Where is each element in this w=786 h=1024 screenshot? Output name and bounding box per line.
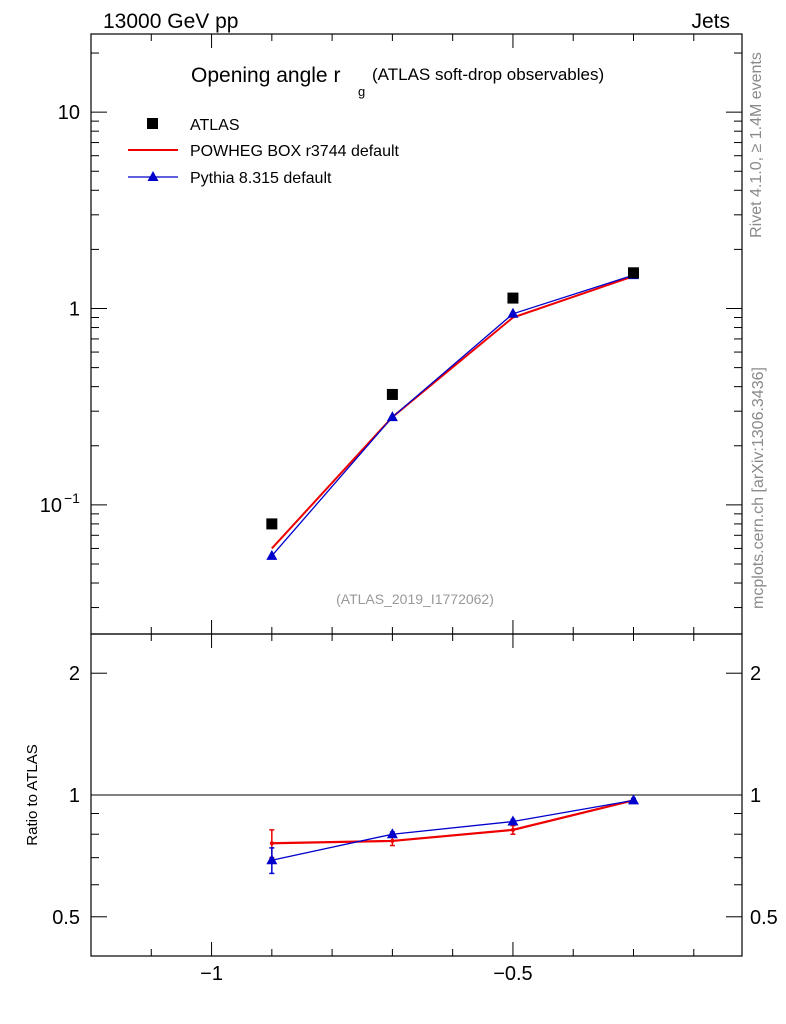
- y-tick-exponent: −1: [64, 490, 80, 506]
- powheg-ratio-point: [269, 841, 274, 846]
- y-tick-label: 10: [58, 102, 80, 124]
- process-label: Jets: [691, 10, 730, 33]
- legend: ATLAS POWHEG BOX r3744 default Pythia 8.…: [128, 117, 400, 187]
- ratio-ylabel: Ratio to ATLAS: [24, 744, 41, 845]
- chart-title-subscript: g: [358, 84, 365, 99]
- powheg-ratio-point: [510, 827, 515, 832]
- main-panel-frame: [90, 33, 743, 635]
- ratio-y-tick-label-right: 0.5: [750, 907, 778, 929]
- powheg-line: [271, 275, 634, 550]
- energy-label: 13000 GeV pp: [103, 10, 238, 33]
- chart-subtitle: (ATLAS soft-drop observables): [372, 65, 604, 84]
- ratio-y-tick-label-left: 1: [69, 785, 80, 807]
- pythia-ratio-marker: [386, 828, 398, 839]
- pythia-ratio-marker: [266, 854, 278, 865]
- pythia-line: [271, 274, 634, 557]
- analysis-watermark: (ATLAS_2019_I1772062): [336, 591, 494, 607]
- pythia-marker: [507, 307, 519, 318]
- chart-title-main: Opening angle r: [191, 64, 340, 87]
- y-tick-label: 1: [69, 299, 80, 321]
- ratio-y-tick-label-left: 0.5: [52, 907, 80, 929]
- main-data-marks: [266, 267, 639, 560]
- pythia-ratio-marker: [628, 794, 639, 805]
- legend-marker-atlas: [147, 118, 158, 129]
- mcplots-label: mcplots.cern.ch [arXiv:1306.3436]: [750, 367, 767, 609]
- legend-label-powheg: POWHEG BOX r3744 default: [190, 143, 400, 160]
- pythia-marker: [386, 411, 398, 422]
- powheg-ratio-point: [390, 838, 395, 843]
- atlas-marker: [266, 518, 278, 530]
- pythia-marker: [266, 549, 278, 560]
- legend-label-atlas: ATLAS: [190, 117, 240, 134]
- pythia-ratio-line: [271, 799, 634, 861]
- atlas-marker: [507, 292, 519, 304]
- pythia-ratio-marker: [507, 815, 519, 826]
- legend-label-pythia: Pythia 8.315 default: [190, 170, 332, 187]
- ratio-y-tick-label-left: 2: [69, 663, 80, 685]
- ratio-y-tick-label-right: 1: [750, 785, 761, 807]
- x-tick-label: −1: [200, 963, 223, 985]
- legend-marker-pythia: [147, 171, 159, 181]
- chart-title: Opening angle r: [191, 64, 340, 87]
- x-tick-label: −0.5: [493, 963, 532, 985]
- ratio-data-marks: [266, 794, 639, 875]
- ratio-y-tick-label-right: 2: [750, 663, 761, 685]
- powheg-ratio-line: [271, 799, 634, 845]
- y-tick-label: 10: [40, 495, 62, 517]
- atlas-marker: [386, 388, 398, 400]
- ratio-axis-ticks: −1 −0.5 2 2 1 1 0.5 0.5: [52, 634, 778, 985]
- rivet-version-label: Rivet 4.1.0, ≥ 1.4M events: [748, 52, 765, 238]
- atlas-marker: [628, 267, 639, 279]
